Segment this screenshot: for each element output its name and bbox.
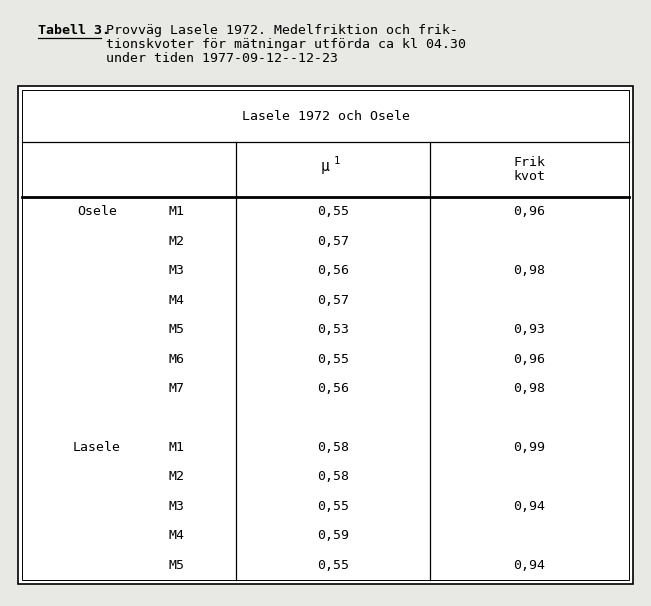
Text: 0,94: 0,94 <box>514 559 546 572</box>
Text: Osele: Osele <box>77 205 117 218</box>
Bar <box>22 90 629 580</box>
Text: 0,58: 0,58 <box>317 441 349 454</box>
Text: M3: M3 <box>168 264 184 277</box>
Text: under tiden 1977-09-12--12-23: under tiden 1977-09-12--12-23 <box>106 52 338 65</box>
Text: 0,57: 0,57 <box>317 294 349 307</box>
Text: 0,59: 0,59 <box>317 529 349 542</box>
Text: 0,58: 0,58 <box>317 470 349 484</box>
Text: M5: M5 <box>168 559 184 572</box>
Text: M6: M6 <box>168 353 184 365</box>
Text: 0,55: 0,55 <box>317 500 349 513</box>
Text: 0,94: 0,94 <box>514 500 546 513</box>
Text: 0,96: 0,96 <box>514 353 546 365</box>
Text: Tabell 3.: Tabell 3. <box>38 24 110 37</box>
Text: 1: 1 <box>334 156 340 167</box>
Bar <box>18 86 633 584</box>
Text: 0,98: 0,98 <box>514 382 546 395</box>
Text: tionskvoter för mätningar utförda ca kl 04.30: tionskvoter för mätningar utförda ca kl … <box>106 38 466 51</box>
Text: 0,53: 0,53 <box>317 323 349 336</box>
Text: M2: M2 <box>168 470 184 484</box>
Text: M2: M2 <box>168 235 184 248</box>
Text: 0,98: 0,98 <box>514 264 546 277</box>
Text: 0,55: 0,55 <box>317 353 349 365</box>
Text: M1: M1 <box>168 441 184 454</box>
Text: M1: M1 <box>168 205 184 218</box>
Text: Frik
kvot: Frik kvot <box>514 156 546 184</box>
Text: 0,57: 0,57 <box>317 235 349 248</box>
Text: 0,55: 0,55 <box>317 205 349 218</box>
Text: Provväg Lasele 1972. Medelfriktion och frik-: Provväg Lasele 1972. Medelfriktion och f… <box>106 24 458 37</box>
Text: Lasele: Lasele <box>73 441 121 454</box>
Text: 0,56: 0,56 <box>317 264 349 277</box>
Text: 0,93: 0,93 <box>514 323 546 336</box>
Text: M3: M3 <box>168 500 184 513</box>
Text: M4: M4 <box>168 294 184 307</box>
Text: M7: M7 <box>168 382 184 395</box>
Text: Lasele 1972 och Osele: Lasele 1972 och Osele <box>242 110 409 122</box>
Text: M4: M4 <box>168 529 184 542</box>
Text: 0,55: 0,55 <box>317 559 349 572</box>
Text: 0,99: 0,99 <box>514 441 546 454</box>
Text: μ: μ <box>321 159 329 174</box>
Text: 0,56: 0,56 <box>317 382 349 395</box>
Text: 0,96: 0,96 <box>514 205 546 218</box>
Text: M5: M5 <box>168 323 184 336</box>
